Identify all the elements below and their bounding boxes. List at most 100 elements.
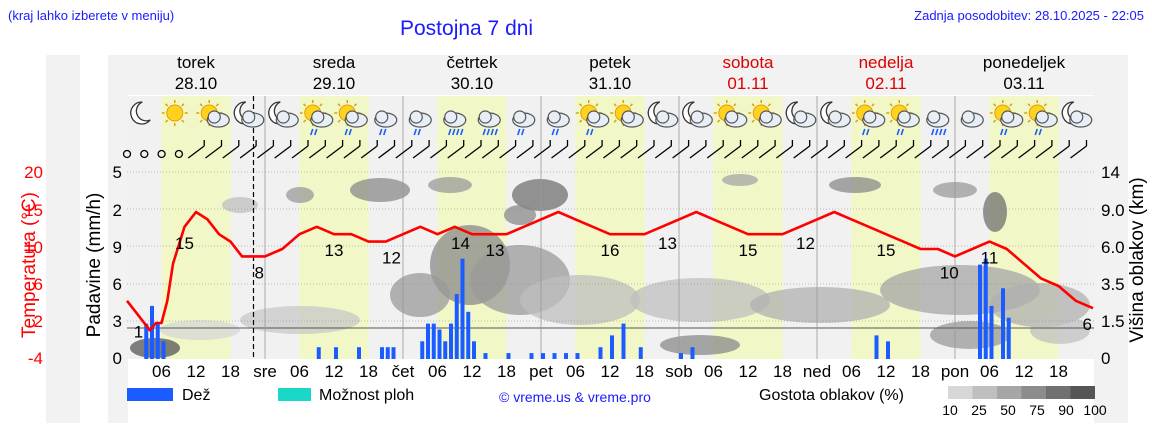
precip-bar: [155, 323, 160, 359]
cloud-puff: [587, 110, 601, 124]
temp-axis-title: Temperatura (°C): [19, 192, 40, 338]
x-tick-label: 06: [704, 362, 723, 381]
cloud-puff: [242, 110, 256, 124]
density-swatch: [1021, 386, 1046, 399]
precip-bar: [598, 347, 603, 359]
precip-bar: [472, 341, 476, 359]
sun-ray: [319, 103, 323, 107]
wind-barb: [1000, 145, 1018, 159]
density-swatch: [1046, 386, 1071, 399]
precip-bar: [1001, 288, 1005, 359]
wind-barb: [430, 145, 447, 159]
precip-bar: [161, 341, 166, 359]
cloud-tick-label: 0: [1101, 349, 1110, 368]
sun-cloud-rain-icon: [334, 100, 368, 136]
precip-bar: [638, 347, 643, 359]
sun-ray: [337, 103, 341, 107]
wind-barb: [568, 145, 586, 159]
legend-rain-label: Dež: [182, 387, 210, 404]
rain-drop: [555, 128, 560, 136]
x-tick-label: ned: [803, 362, 831, 381]
rain-drop: [1034, 128, 1039, 136]
wind-barb: [620, 145, 638, 159]
sun-ray: [181, 103, 185, 107]
density-level: 25: [971, 402, 987, 418]
wind-barb: [533, 145, 551, 159]
wind-barb: [862, 145, 880, 159]
daytime-band: [161, 96, 231, 359]
cloud-density-area: [222, 197, 258, 213]
moon-icon: [130, 101, 151, 125]
density-level: 100: [1083, 402, 1107, 418]
cloud-puff: [513, 110, 527, 124]
sun-ray: [629, 103, 633, 107]
density-level: 90: [1058, 402, 1074, 418]
cloud-density-area: [750, 287, 890, 323]
wind-barb: [810, 145, 828, 159]
legend-showers-label: Možnost ploh: [319, 387, 414, 404]
weather-icons: [130, 100, 1093, 136]
rain-drop: [382, 128, 387, 136]
sun-ray: [751, 119, 755, 123]
sun-ray: [337, 119, 341, 123]
wind-barb: [879, 145, 897, 159]
day-name: torek: [177, 53, 215, 72]
left-axis-panel: [108, 55, 128, 423]
cloud-tick-label: 1.5: [1101, 312, 1125, 331]
x-tick-label: 12: [325, 362, 344, 381]
sun-cloud-rain-icon: [886, 100, 920, 136]
last-update: Zadnja posodobitev: 28.10.2025 - 22:05: [914, 8, 1144, 23]
cloud-rain-icon: [512, 110, 536, 136]
cloud-icon: [960, 110, 984, 128]
day-name: četrtek: [446, 53, 498, 72]
sun-disc: [166, 104, 184, 122]
moon-crescent: [130, 101, 151, 125]
sun-cloud-icon: [196, 100, 230, 128]
sun-ray: [993, 119, 997, 123]
cloud-puff: [961, 110, 975, 124]
cloud-density-area: [240, 306, 360, 334]
rain-drop: [930, 128, 935, 136]
rain-drop: [417, 128, 422, 136]
rain-drop: [520, 128, 525, 136]
temp-tick-label: 2: [34, 312, 43, 331]
rain-drop: [861, 128, 866, 136]
wind-calm: [174, 149, 184, 159]
x-tick-label: 12: [877, 362, 896, 381]
day-name: sreda: [313, 53, 356, 72]
cloud-rain-icon: [374, 110, 398, 136]
rain-drop: [865, 128, 870, 136]
moon-cloud-icon: [682, 101, 713, 128]
sun-ray: [1043, 103, 1047, 107]
x-tick-label: 06: [842, 362, 861, 381]
day-date: 02.11: [865, 74, 906, 93]
wind-barb: [360, 145, 378, 159]
day-date: 03.11: [1003, 74, 1044, 93]
wind-barb: [776, 145, 793, 159]
cloud-puff: [690, 110, 704, 124]
sun-ray: [889, 103, 893, 107]
precip-bar: [454, 294, 459, 359]
x-tick-label: 18: [773, 362, 792, 381]
temp-tick-label: -4: [28, 349, 43, 368]
wind-barb: [966, 145, 984, 159]
day-date: 01.11: [727, 74, 768, 93]
precip-bar: [150, 305, 154, 359]
sun-ray: [1027, 103, 1031, 107]
rain-drop: [942, 128, 947, 136]
temp-value-label: 16: [601, 241, 620, 260]
precip-bar: [334, 347, 338, 359]
rain-drop: [309, 128, 314, 136]
precip-bar: [506, 353, 511, 359]
cloud-puff: [345, 110, 359, 124]
cloud-puff: [207, 110, 221, 124]
cloud-puff: [375, 110, 389, 124]
day-name: ponedeljek: [983, 53, 1066, 72]
precip-bar: [483, 353, 488, 359]
wind-barb: [845, 145, 862, 159]
sun-ray: [579, 119, 583, 123]
moon-cloud-icon: [785, 101, 817, 128]
wind-barb: [654, 145, 672, 159]
rain-drop: [1038, 128, 1043, 136]
sun-cloud-icon: [748, 100, 782, 128]
